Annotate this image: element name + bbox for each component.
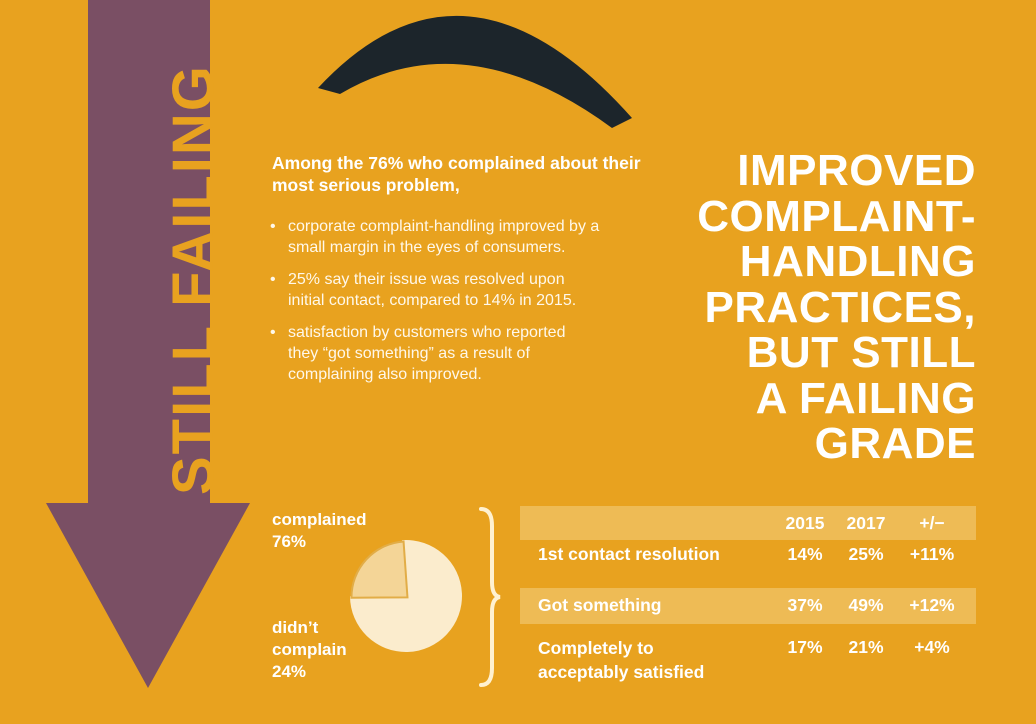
headline: IMPROVED COMPLAINT- HANDLING PRACTICES, …: [616, 148, 976, 467]
headline-line: BUT STILL: [746, 328, 976, 377]
headline-line: HANDLING: [739, 237, 976, 286]
row-label-line-1: Completely to: [538, 638, 654, 658]
curly-brace: [479, 507, 501, 687]
frown-graphic: [318, 15, 632, 128]
headline-line: A FAILING: [755, 373, 976, 423]
bullet-item: corporate complaint-handling improved by…: [270, 216, 600, 258]
row-2015-value: 37%: [787, 595, 823, 615]
didnt-complain-label: didn’t complain 24%: [272, 617, 347, 683]
intro-lead: Among the 76% who complained about their…: [272, 153, 641, 195]
row-label-line-2: acceptably satisfied: [538, 662, 705, 682]
table-header-row: 2015 2017 +/−: [520, 506, 976, 540]
table-row: Completely to acceptably satisfied 17% 2…: [520, 624, 976, 688]
table-row: 1st contact resolution 14% 25% +11%: [520, 540, 976, 588]
row-change-value: +4%: [914, 637, 950, 657]
row-2017-value: 49%: [848, 595, 884, 615]
didnt-label-line-1: didn’t: [272, 618, 319, 637]
complained-label: complained 76%: [272, 509, 366, 553]
stats-table: 2015 2017 +/− 1st contact resolution 14%…: [520, 506, 976, 688]
row-2015-value: 14%: [787, 544, 823, 564]
complained-value: 76%: [272, 532, 307, 551]
row-label: Got something: [538, 595, 662, 615]
row-label: Completely to acceptably satisfied: [538, 636, 704, 684]
headline-line: IMPROVED: [737, 146, 976, 195]
header-2015: 2015: [785, 513, 825, 533]
didnt-value: 24%: [272, 662, 307, 681]
row-change-value: +11%: [909, 544, 955, 564]
bullet-list: corporate complaint-handling improved by…: [270, 216, 600, 396]
headline-line: PRACTICES,: [704, 282, 976, 332]
row-2017-value: 25%: [848, 544, 884, 564]
table-row: Got something 37% 49% +12%: [520, 588, 976, 624]
bullet-item: satisfaction by customers who reported t…: [270, 322, 600, 385]
headline-line: GRADE: [814, 419, 976, 468]
bullet-item: 25% say their issue was resolved upon in…: [270, 269, 600, 311]
row-change-value: +12%: [909, 595, 955, 615]
headline-line: COMPLAINT-: [697, 191, 976, 241]
header-2017: 2017: [846, 513, 886, 533]
complaint-pie-chart: [350, 540, 462, 652]
header-change: +/−: [919, 513, 945, 533]
complained-label-text: complained: [272, 510, 367, 529]
row-2017-value: 21%: [848, 637, 884, 657]
row-2015-value: 17%: [787, 637, 823, 657]
down-arrow-graphic: [46, 0, 250, 688]
row-label: 1st contact resolution: [538, 544, 720, 564]
still-failing-text: STILL FAILING: [161, 64, 226, 495]
pie-slice-didnt-complain: [350, 540, 409, 599]
didnt-label-line-2: complain: [272, 640, 347, 659]
